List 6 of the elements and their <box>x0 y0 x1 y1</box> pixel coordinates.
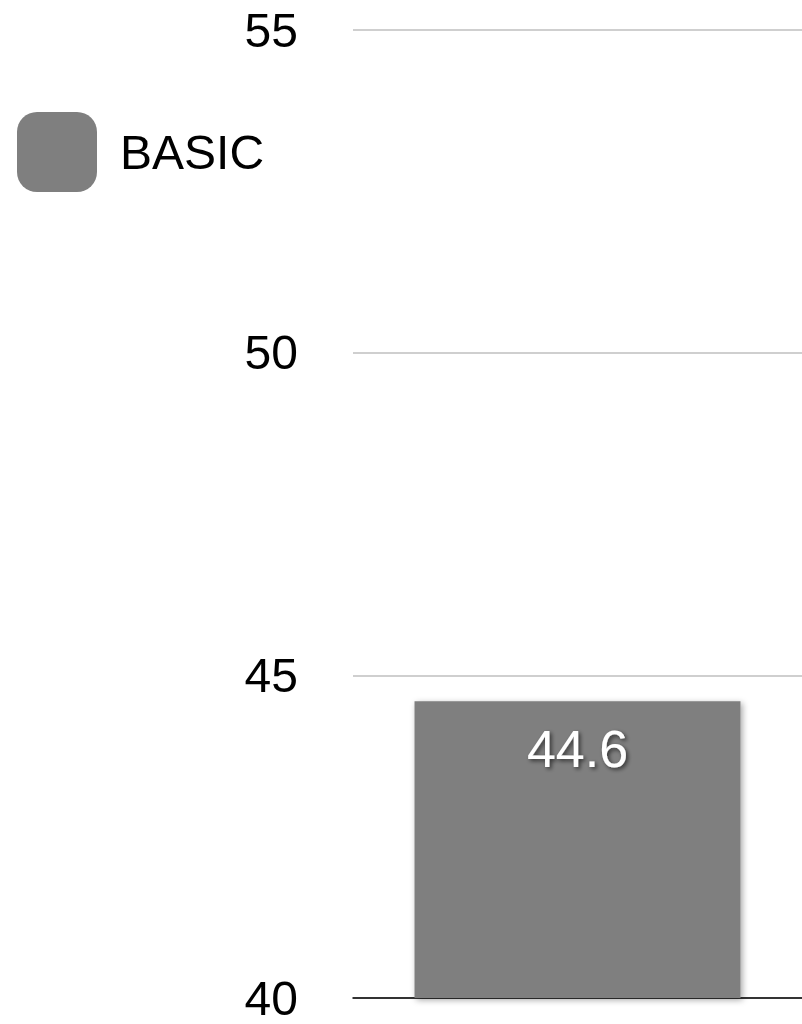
y-tick-label: 50 <box>244 326 298 380</box>
y-tick-label: 55 <box>244 3 298 57</box>
y-tick-label: 40 <box>244 971 298 1024</box>
data-label: 44.6 <box>526 720 629 779</box>
legend-label: BASIC <box>120 125 265 179</box>
y-tick-label: 45 <box>244 648 298 702</box>
